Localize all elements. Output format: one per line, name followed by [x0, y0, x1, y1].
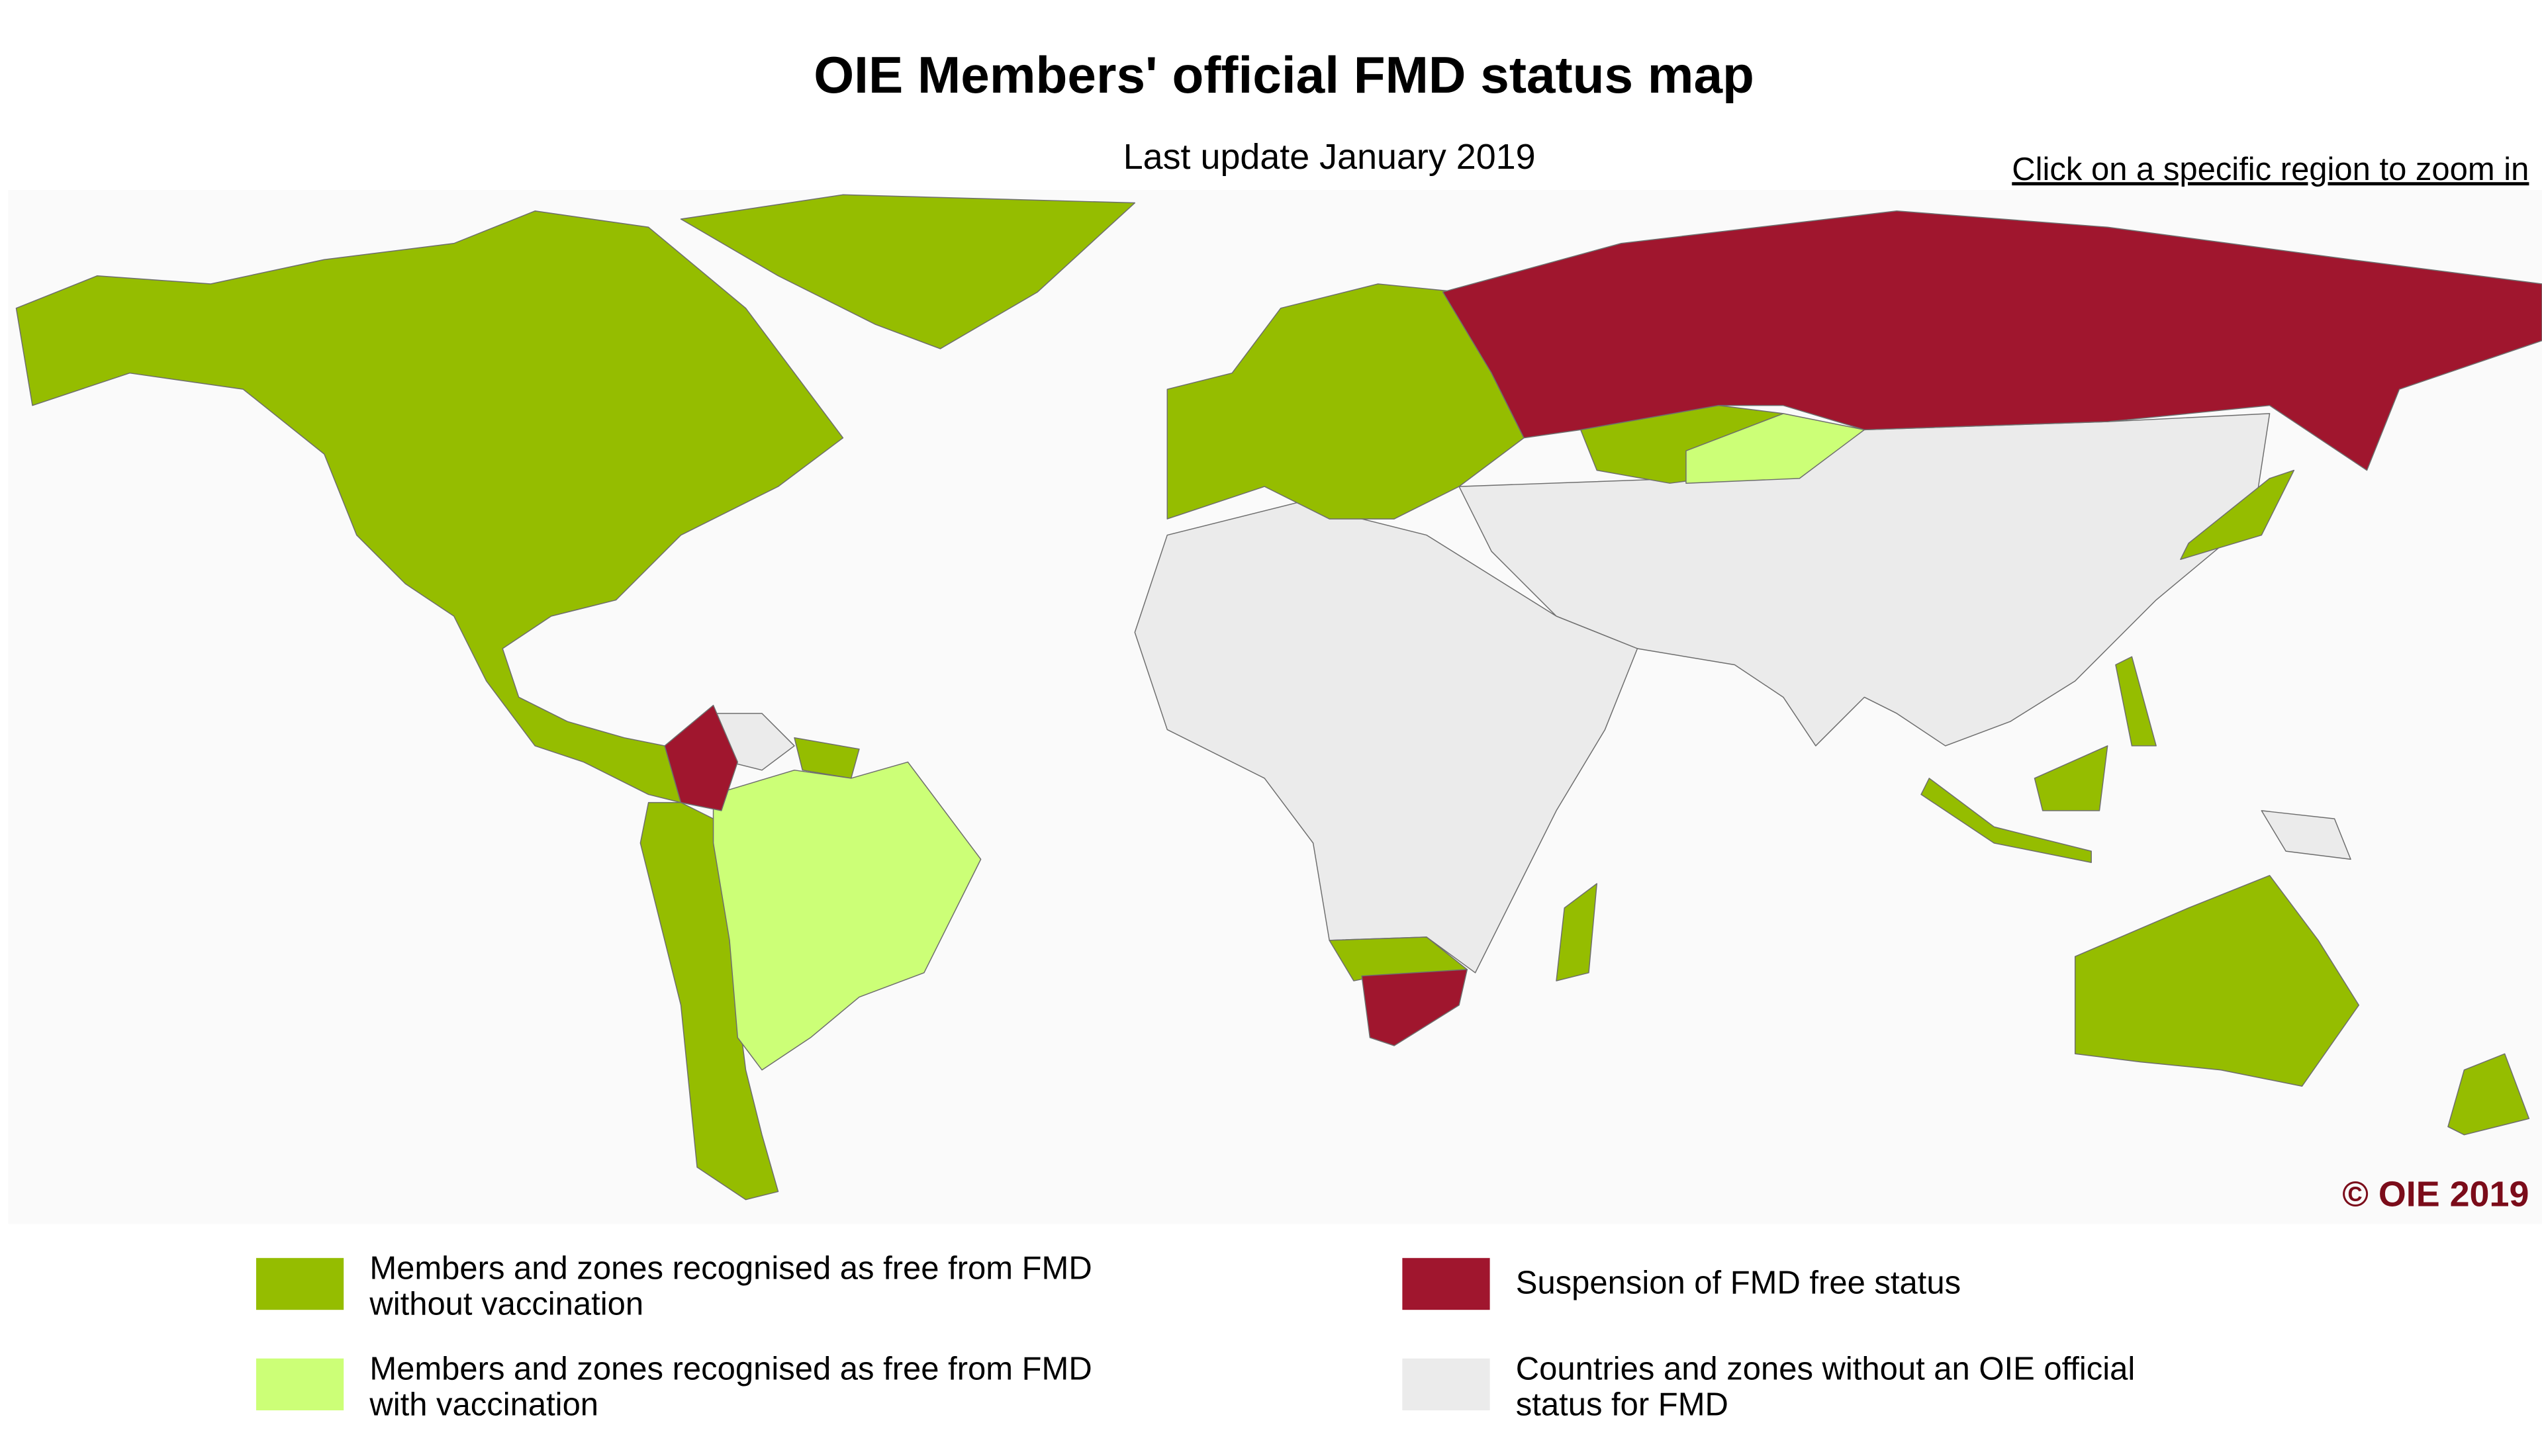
legend-label: with vaccination	[369, 1387, 598, 1422]
legend: Members and zones recognised as free fro…	[256, 1251, 2135, 1422]
brazil[interactable]	[712, 761, 982, 1071]
indonesia[interactable]	[1920, 745, 2108, 864]
greenland[interactable]	[680, 194, 1136, 349]
colombia[interactable]	[664, 704, 739, 811]
south-africa[interactable]	[1361, 969, 1468, 1046]
subtitle: Last update January 2019	[1123, 137, 1536, 177]
africa[interactable]	[1134, 502, 1638, 974]
north-america[interactable]	[15, 210, 844, 803]
zoom-link[interactable]: Click on a specific region to zoom in	[2012, 152, 2529, 187]
legend-label: Members and zones recognised as free fro…	[369, 1251, 1092, 1287]
europe[interactable]	[1166, 283, 1525, 520]
legend-label: Suspension of FMD free status	[1516, 1265, 1961, 1301]
philippines[interactable]	[2115, 656, 2157, 747]
legend-label: without vaccination	[369, 1287, 643, 1322]
australia[interactable]	[2074, 875, 2359, 1087]
asia[interactable]	[1458, 413, 2271, 747]
png[interactable]	[2261, 810, 2351, 860]
russia[interactable]	[1442, 210, 2542, 471]
new-zealand[interactable]	[2447, 1053, 2530, 1136]
legend-swatch	[256, 1257, 344, 1310]
japan[interactable]	[2180, 469, 2295, 561]
legend-label: Members and zones recognised as free fro…	[369, 1351, 1092, 1387]
legend-swatch	[256, 1358, 344, 1411]
legend-swatch	[1402, 1257, 1490, 1310]
legend-swatch	[1402, 1358, 1490, 1411]
title: OIE Members' official FMD status map	[814, 46, 1754, 104]
legend-label: Countries and zones without an OIE offic…	[1516, 1351, 2135, 1387]
legend-label: status for FMD	[1516, 1387, 1728, 1422]
map[interactable]	[15, 194, 2542, 1201]
copyright: © OIE 2019	[2342, 1174, 2529, 1214]
mongolia-zone[interactable]	[1685, 413, 1865, 484]
madagascar[interactable]	[1556, 883, 1597, 981]
